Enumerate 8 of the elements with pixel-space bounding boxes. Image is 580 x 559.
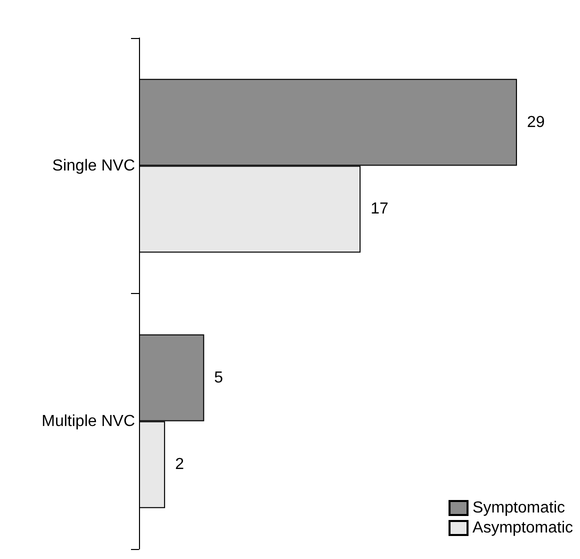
data-label: 17 [370,200,388,218]
y-tick-label: Multiple NVC [42,412,135,430]
y-tick-label: Single NVC [52,157,135,174]
data-label: 29 [526,114,545,131]
legend-label: Asymptomatic [472,520,573,536]
data-label: 5 [214,369,224,386]
legend-label: Symptomatic [472,500,565,516]
data-label: 2 [175,456,184,474]
